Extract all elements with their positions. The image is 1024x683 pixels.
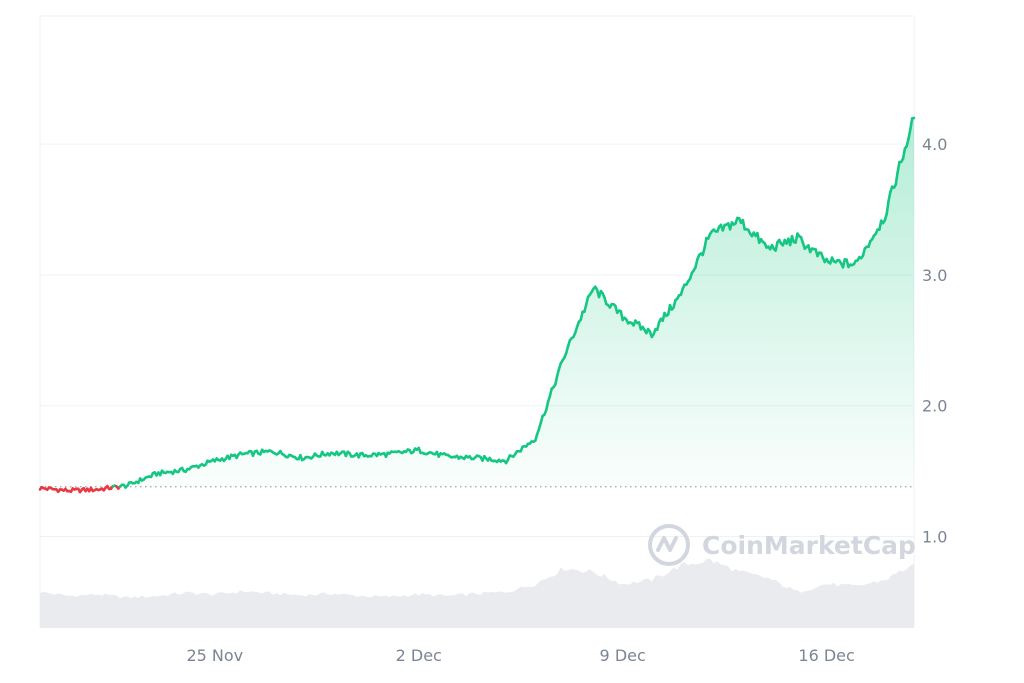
x-axis-ticks: 25 Nov 2 Dec 9 Dec 16 Dec bbox=[186, 646, 854, 665]
y-axis-ticks: 1.0 2.0 3.0 4.0 bbox=[922, 135, 947, 546]
price-line-segment bbox=[694, 258, 699, 269]
y-tick-label: 3.0 bbox=[922, 266, 947, 285]
price-line-segment bbox=[703, 236, 708, 250]
watermark: CoinMarketCap bbox=[648, 524, 916, 566]
price-line-segment bbox=[553, 374, 559, 386]
price-line-segment bbox=[841, 258, 847, 269]
price-line-segment bbox=[909, 117, 914, 131]
price-line-segment bbox=[741, 218, 746, 231]
y-tick-label: 4.0 bbox=[922, 135, 947, 154]
volume-layer bbox=[40, 558, 914, 628]
y-tick-label: 2.0 bbox=[922, 397, 947, 416]
coinmarketcap-logo-icon bbox=[648, 524, 690, 566]
price-line-segment bbox=[901, 147, 907, 160]
x-tick-label: 16 Dec bbox=[798, 646, 854, 665]
volume-area bbox=[40, 558, 914, 628]
price-line-segment bbox=[579, 310, 584, 322]
price-line-layer bbox=[38, 116, 916, 494]
price-line-segment bbox=[885, 199, 890, 216]
x-tick-label: 2 Dec bbox=[396, 646, 442, 665]
price-line-segment bbox=[544, 400, 550, 412]
x-tick-label: 9 Dec bbox=[600, 646, 646, 665]
watermark-text: CoinMarketCap bbox=[702, 531, 916, 560]
price-line-segment bbox=[896, 160, 901, 174]
price-area bbox=[40, 118, 914, 487]
price-line-segment bbox=[887, 190, 892, 203]
price-line-segment bbox=[548, 387, 553, 398]
price-line-segment bbox=[907, 127, 912, 140]
price-line-segment bbox=[894, 171, 899, 186]
y-tick-label: 1.0 bbox=[922, 527, 947, 546]
x-tick-label: 25 Nov bbox=[186, 646, 243, 665]
price-line-segment bbox=[774, 240, 779, 252]
